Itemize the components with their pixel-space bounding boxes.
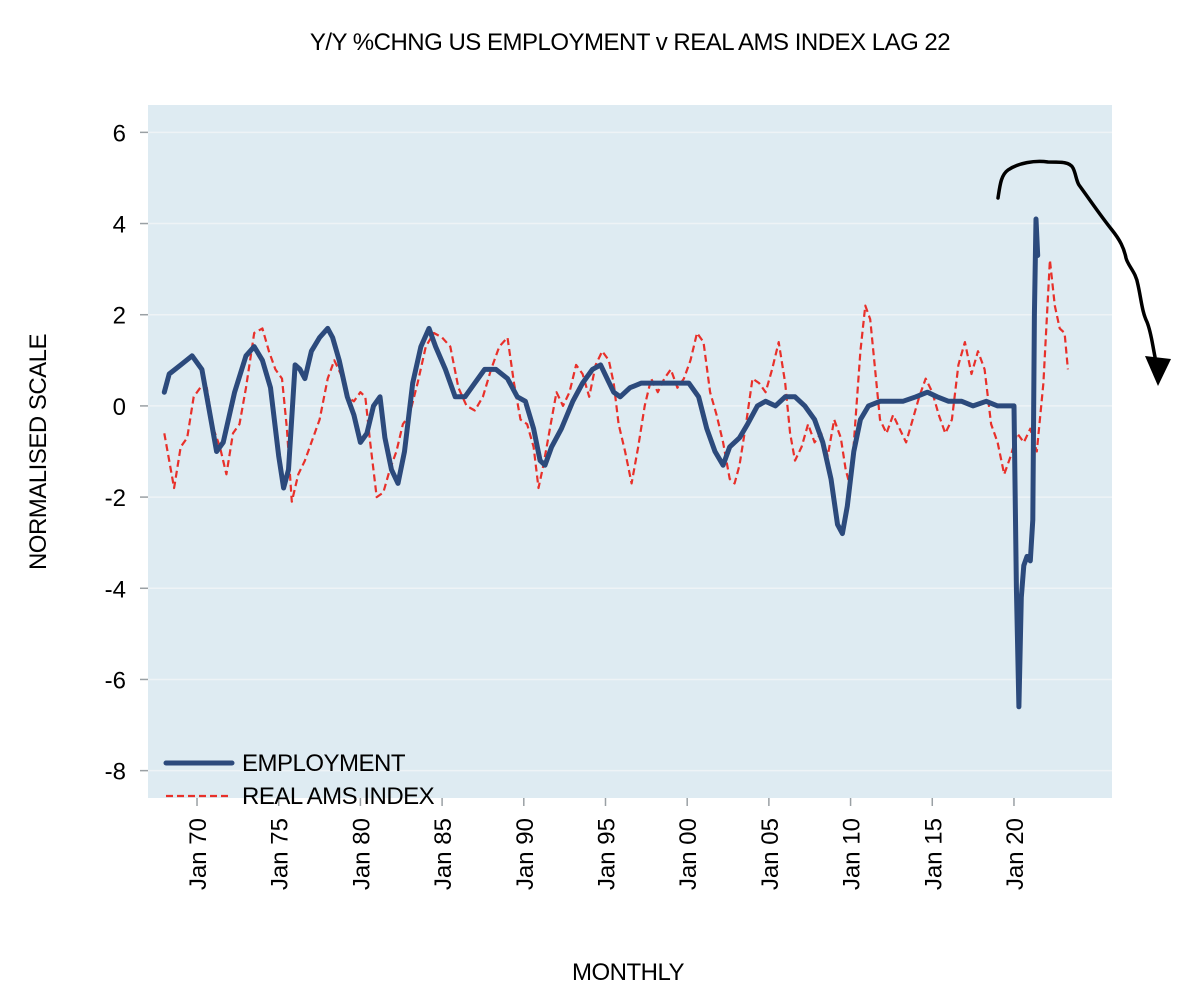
- x-tick-label: Jan 75: [267, 818, 294, 890]
- gridlines: [148, 131, 1112, 772]
- chart-title: Y/Y %CHNG US EMPLOYMENT v REAL AMS INDEX…: [310, 29, 950, 56]
- series-layer: [161, 216, 1069, 710]
- plot-area: [148, 105, 1112, 798]
- y-tick-label: -2: [105, 485, 126, 512]
- x-tick-label: Jan 05: [757, 818, 784, 890]
- x-tick-label: Jan 00: [675, 818, 702, 890]
- y-tick-label: -8: [105, 759, 126, 786]
- y-tick-label: 2: [113, 303, 126, 330]
- series-line-real-ams-index: [163, 258, 1069, 503]
- series-line-employment: [161, 216, 1041, 710]
- legend-label-real-ams-index: REAL AMS INDEX: [242, 783, 435, 810]
- x-axis: Jan 70 Jan 75 Jan 80 Jan 85 Jan 90 Jan 95 Jan …: [185, 798, 1029, 890]
- legend: EMPLOYMENT REAL AMS INDEX: [163, 750, 435, 810]
- legend-label-employment: EMPLOYMENT: [242, 750, 406, 777]
- down-arrow-annotation: [996, 159, 1171, 386]
- y-axis-label: NORMALISED SCALE: [25, 334, 52, 570]
- x-tick-label: Jan 20: [1002, 818, 1029, 890]
- x-axis-label: MONTHLY: [572, 959, 685, 986]
- x-tick-label: Jan 15: [920, 818, 947, 890]
- y-tick-label: 4: [113, 212, 126, 239]
- x-tick-label: Jan 70: [185, 818, 212, 890]
- x-tick-label: Jan 10: [839, 818, 866, 890]
- x-tick-label: Jan 85: [430, 818, 457, 890]
- y-tick-label: 0: [113, 394, 126, 421]
- y-tick-label: -6: [105, 667, 126, 694]
- y-axis: 6 4 2 0 -2 -4 -6 -8: [105, 120, 148, 786]
- x-tick-label: Jan 90: [512, 818, 539, 890]
- y-tick-label: -4: [105, 576, 126, 603]
- x-tick-label: Jan 95: [593, 818, 620, 890]
- x-tick-label: Jan 80: [348, 818, 375, 890]
- y-tick-label: 6: [113, 120, 126, 147]
